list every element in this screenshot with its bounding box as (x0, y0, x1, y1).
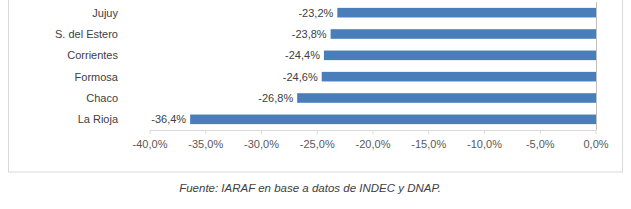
category-label: Formosa (75, 71, 119, 83)
bar (337, 8, 596, 18)
x-tick-label: -30,0% (244, 138, 279, 150)
chart-frame (9, 0, 623, 172)
data-label: -23,2% (298, 7, 333, 19)
x-tick (428, 130, 429, 134)
x-tick-label: -40,0% (133, 138, 168, 150)
x-tick (484, 130, 485, 134)
x-tick (261, 130, 262, 134)
bar (324, 51, 596, 61)
category-label: Chaco (86, 92, 118, 104)
x-tick-label: -10,0% (467, 138, 502, 150)
data-label: -23,8% (292, 28, 327, 40)
x-tick (373, 130, 374, 134)
x-tick-label: -15,0% (411, 138, 446, 150)
bars (190, 8, 596, 124)
x-tick-label: -35,0% (188, 138, 223, 150)
bar (297, 93, 596, 103)
chart-root: -40,0% -35,0% -30,0% -25,0% -20,0% -15,0% -10,… (0, 0, 631, 209)
category-label: S. del Estero (55, 28, 118, 40)
y-axis-line (596, 2, 597, 130)
x-tick (150, 130, 151, 134)
x-tick-label: -20,0% (356, 138, 391, 150)
x-tick-label: -5,0% (526, 138, 555, 150)
data-label: -24,4% (285, 49, 320, 61)
x-tick (317, 130, 318, 134)
bar (322, 72, 596, 82)
x-tick-label: -25,0% (300, 138, 335, 150)
data-label: -26,8% (258, 92, 293, 104)
x-tick (596, 130, 597, 134)
x-tick (205, 130, 206, 134)
category-label: La Rioja (78, 113, 119, 125)
category-label: Jujuy (92, 7, 118, 19)
x-tick-label: 0,0% (583, 138, 608, 150)
bar (190, 115, 596, 125)
data-label: -24,6% (283, 71, 318, 83)
data-label: -36,4% (151, 113, 186, 125)
chart-svg: -40,0% -35,0% -30,0% -25,0% -20,0% -15,0% -10,… (0, 0, 631, 209)
bar (331, 29, 596, 39)
category-label: Corrientes (67, 49, 118, 61)
x-tick (540, 130, 541, 134)
source-note: Fuente: IARAF en base a datos de INDEC y… (179, 182, 441, 194)
